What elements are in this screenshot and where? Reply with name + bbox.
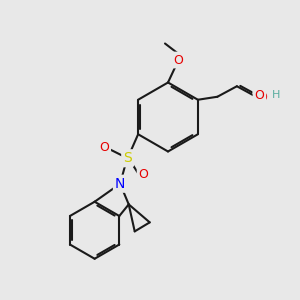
Text: H: H [272, 90, 280, 100]
Text: O: O [257, 91, 267, 104]
Text: O: O [139, 168, 148, 181]
Text: O: O [254, 89, 264, 102]
Text: O: O [174, 53, 183, 67]
Text: S: S [123, 151, 132, 165]
Text: O: O [99, 141, 109, 154]
Text: N: N [115, 177, 125, 191]
